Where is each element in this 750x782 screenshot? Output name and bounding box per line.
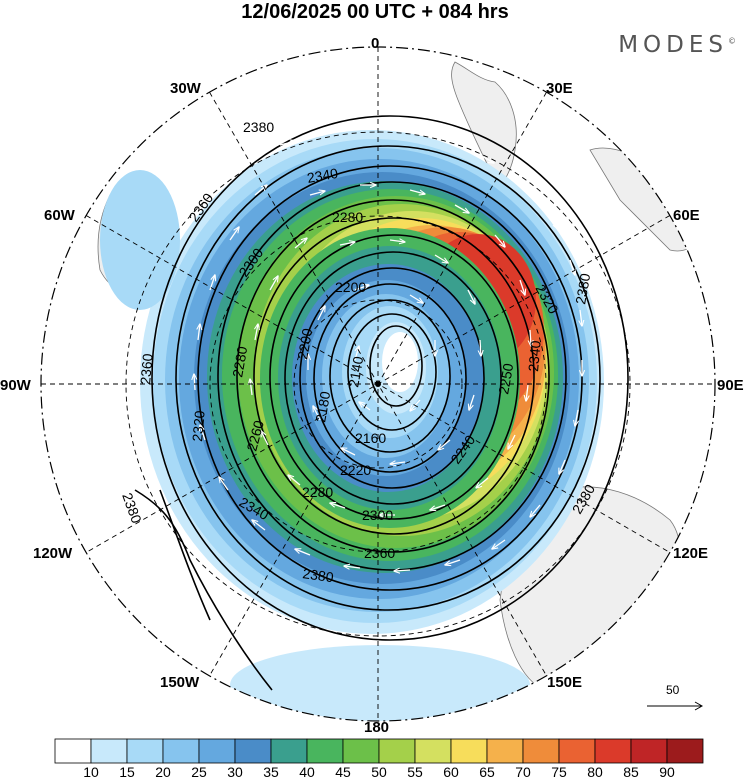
map-title: 12/06/2025 00 UTC + 084 hrs [241,1,509,23]
colorbar-tick-label: 80 [587,764,603,780]
polar-map: 2380 2380 2380 2380 2380 2360 2360 2360 … [0,35,744,736]
colorbar-tick-label: 90 [659,764,675,780]
contour-label: 2380 [572,272,593,306]
contour-label: 2220 [340,462,371,478]
colorbar-swatch [162,738,200,764]
colorbar-tick-label: 40 [299,764,315,780]
colorbar-swatch [198,738,236,764]
contour-label: 2280 [229,345,250,379]
contour-label: 2380 [302,565,335,585]
contour-label: 2320 [189,410,208,443]
colorbar-tick-label: 60 [443,764,459,780]
colorbar [54,738,704,764]
contour-label: 2260 [243,418,267,452]
contour-label: 2360 [364,545,395,561]
colorbar-swatch [378,738,416,764]
contour-label: 2160 [355,430,386,446]
contour-label: 2280 [332,209,363,225]
colorbar-tick-label: 85 [623,764,639,780]
longitude-labels: 0 30E 60E 90E 120E 150E 180 150W 120W 90… [0,35,744,736]
colorbar-tick-label: 45 [335,764,351,780]
contour-label: 2340 [525,340,544,373]
colorbar-tick-label: 55 [407,764,423,780]
lon-label-0: 0 [371,35,379,52]
colorbar-swatch [522,738,560,764]
colorbar-swatch [630,738,668,764]
colorbar-swatch [558,738,596,764]
contour-label: 2280 [302,484,333,500]
contour-label: 2380 [243,119,274,135]
reference-vector-label: 50 [666,683,680,697]
lon-label-30w: 30W [170,80,202,97]
colorbar-tick-label: 20 [155,764,171,780]
lon-label-120e: 120E [673,545,708,562]
contour-label: 2200 [335,279,366,295]
contour-label: 2140 [345,355,366,389]
colorbar-swatch [414,738,452,764]
contour-label: 2250 [495,362,516,396]
colorbar-swatch [666,738,704,764]
brand-name: MODES [618,32,728,58]
colorbar-swatch [594,738,632,764]
reference-vector-arrow [647,701,704,711]
contour-label: 2180 [312,390,333,424]
lon-label-150w: 150W [160,674,200,691]
colorbar-tick-label: 65 [479,764,495,780]
wind-vectors [194,125,582,571]
colorbar-swatch [342,738,380,764]
colorbar-swatch [486,738,524,764]
colorbar-swatch [306,738,344,764]
geopotential-contours [134,115,629,691]
colorbar-tick-label: 25 [191,764,207,780]
colorbar-swatch [450,738,488,764]
contour-label: 2200 [294,327,315,361]
lon-label-180: 180 [364,719,389,736]
colorbar-swatch [90,738,128,764]
contour-label: 2360 [137,353,156,386]
lon-label-90e: 90E [717,377,744,394]
colorbar-tick-label: 30 [227,764,243,780]
colorbar-tick-label: 15 [119,764,135,780]
map-boundary [40,46,716,722]
brand-copyright-mark: © [728,36,736,46]
lon-label-120w: 120W [33,545,73,562]
contour-label: 2300 [362,507,393,523]
lon-label-150e: 150E [547,674,582,691]
colorbar-swatch [270,738,308,764]
colorbar-tick-label: 50 [371,764,387,780]
land-africa [451,61,517,191]
colorbar-tick-label: 10 [83,764,99,780]
colorbar-tick-label: 35 [263,764,279,780]
colorbar-swatch [54,738,92,764]
lon-label-30e: 30E [546,80,573,97]
colorbar-tick-label: 75 [551,764,567,780]
brand-logo: MODES© [618,32,736,58]
lon-label-90w: 90W [0,377,32,394]
colorbar-swatch [126,738,164,764]
south-pole-marker [375,381,381,387]
contour-label: 2340 [306,165,340,186]
lon-label-60w: 60W [44,207,76,224]
colorbar-swatch [234,738,272,764]
colorbar-tick-label: 70 [515,764,531,780]
lon-label-60e: 60E [673,207,700,224]
